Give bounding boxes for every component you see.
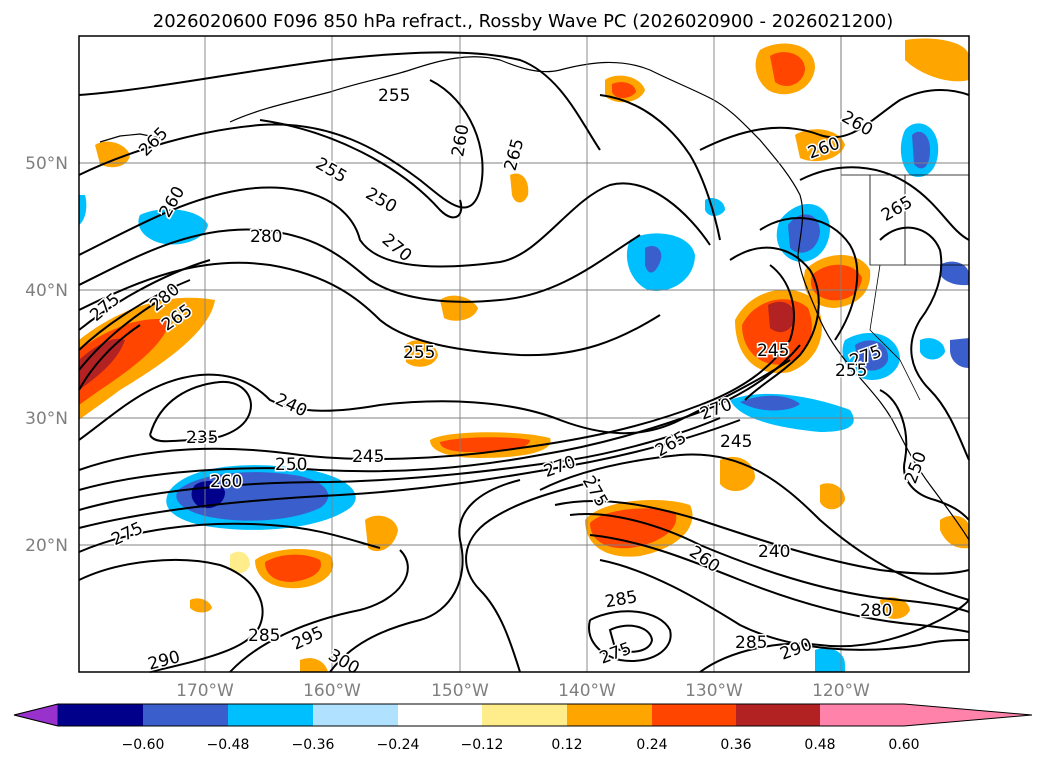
lon-label-150w: 150°W	[431, 681, 489, 701]
colorbar-segment	[820, 704, 904, 726]
contour-label: 285	[735, 633, 767, 653]
contour-label: 255	[835, 361, 867, 381]
contour-label: 280	[860, 601, 892, 621]
contour-label: 260	[448, 123, 473, 158]
colorbar-tick-label: 0.48	[804, 737, 835, 753]
lon-label-170w: 170°W	[176, 681, 234, 701]
colorbar-segment	[143, 704, 228, 726]
colorbar-tick-label: −0.48	[207, 737, 250, 753]
colorbar-tick-label: −0.60	[122, 737, 165, 753]
lon-label-140w: 140°W	[558, 681, 616, 701]
lon-label-130w: 130°W	[685, 681, 743, 701]
colorbar-tick-label: −0.24	[377, 737, 420, 753]
lat-label-30n: 30°N	[25, 409, 68, 429]
lat-label-40n: 40°N	[25, 281, 68, 301]
contour-label: 280	[250, 227, 282, 247]
gridlines	[79, 36, 969, 672]
colorbar-segment	[228, 704, 313, 726]
lon-label-120w: 120°W	[812, 681, 870, 701]
contour-label: 235	[186, 428, 218, 448]
contour-label: 260	[210, 472, 242, 492]
colorbar-tick-label: 0.24	[636, 737, 667, 753]
colorbar-segment	[482, 704, 567, 726]
colorbar: −0.60 −0.48 −0.36 −0.24 −0.12 0.12 0.24 …	[13, 703, 1033, 753]
contour-label: 255	[403, 343, 435, 363]
lat-label-50n: 50°N	[25, 154, 68, 174]
lat-label-20n: 20°N	[25, 536, 68, 556]
latitude-labels: 50°N 40°N 30°N 20°N	[25, 154, 68, 556]
colorbar-segment	[313, 704, 398, 726]
longitude-labels: 170°W 160°W 150°W 140°W 130°W 120°W	[176, 681, 870, 701]
colorbar-tick-label: 0.60	[888, 737, 919, 753]
contour-lines	[78, 51, 970, 673]
colorbar-extend-low	[13, 703, 59, 727]
map-frame	[78, 35, 970, 673]
colorbar-tick-label: −0.36	[292, 737, 335, 753]
contour-label: 250	[275, 455, 307, 475]
colorbar-tick-label: 0.36	[720, 737, 751, 753]
colorbar-segment	[58, 704, 143, 726]
colorbar-tick-label: −0.12	[461, 737, 504, 753]
contour-label: 245	[720, 432, 752, 452]
contour-label: 285	[248, 626, 280, 646]
colorbar-tick-label: 0.12	[551, 737, 582, 753]
map-panel: 255 265 260 265 255 250 280 270 260 275 …	[78, 35, 970, 680]
colorbar-segment	[652, 704, 736, 726]
lon-label-160w: 160°W	[303, 681, 361, 701]
contour-label: 245	[757, 341, 789, 361]
colorbar-outline	[13, 703, 1033, 727]
colorbar-extend-high	[904, 704, 1032, 726]
colorbar-segment	[567, 704, 652, 726]
figure-title: 2026020600 F096 850 hPa refract., Rossby…	[153, 11, 894, 32]
contour-label: 245	[352, 447, 384, 467]
colorbar-segment	[398, 704, 482, 726]
contour-label: 255	[378, 86, 410, 106]
colorbar-segment	[736, 704, 820, 726]
contour-label: 240	[758, 542, 790, 562]
